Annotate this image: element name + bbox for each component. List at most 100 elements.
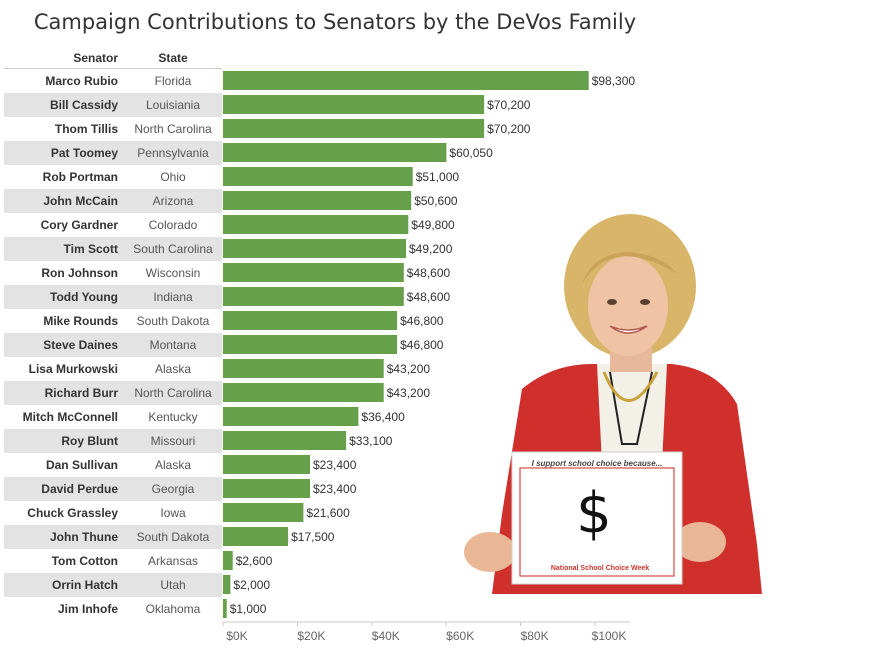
bar-value-label: $98,300 xyxy=(592,74,636,88)
senator-state: Arizona xyxy=(152,194,194,208)
bar xyxy=(223,311,398,330)
senator-name: David Perdue xyxy=(41,482,118,496)
senator-name: Lisa Murkowski xyxy=(28,362,118,376)
senator-state: South Dakota xyxy=(136,530,210,544)
senator-name: Todd Young xyxy=(50,290,118,304)
senator-name: Ron Johnson xyxy=(41,266,118,280)
left-hand-shape xyxy=(464,532,516,572)
sign-border xyxy=(519,467,675,577)
state-column-header: State xyxy=(158,51,188,65)
bar-value-label: $36,400 xyxy=(361,410,405,424)
senator-name: Pat Toomey xyxy=(50,146,118,160)
table-divider xyxy=(4,68,222,69)
hair-fringe-shape xyxy=(582,252,677,284)
bar xyxy=(223,71,589,90)
bar xyxy=(223,119,485,138)
bar-value-label: $2,000 xyxy=(233,578,270,592)
bar xyxy=(223,599,227,618)
bar xyxy=(223,479,310,498)
senator-state: Florida xyxy=(154,74,192,88)
table-row: Orrin Hatch Utah xyxy=(4,573,222,597)
table-row: Bill Cassidy Louisiania xyxy=(4,93,222,117)
bar-value-label: $48,600 xyxy=(407,266,451,280)
x-axis-tick-label: $60K xyxy=(446,629,474,643)
x-axis-tick-label: $40K xyxy=(372,629,400,643)
bar xyxy=(223,455,310,474)
bar-value-label: $49,200 xyxy=(409,242,453,256)
bar xyxy=(223,359,384,378)
blouse-shape xyxy=(597,364,667,464)
necklace-shape xyxy=(602,371,659,402)
table-row: Rob Portman Ohio xyxy=(4,165,222,189)
bar-value-label: $50,600 xyxy=(414,194,458,208)
bar xyxy=(223,143,447,162)
senator-state: Pennsylvania xyxy=(137,146,209,160)
dollar-sign-symbol: $ xyxy=(576,481,612,546)
senator-state: Montana xyxy=(149,338,197,352)
lanyard-shape xyxy=(609,371,653,445)
x-axis-tick-label: $100K xyxy=(592,629,627,643)
table-row: Lisa Murkowski Alaska xyxy=(4,357,222,381)
senator-state: South Carolina xyxy=(133,242,213,256)
bar xyxy=(223,287,404,306)
table-row: Mitch McConnell Kentucky xyxy=(4,405,222,429)
bar-value-label: $33,100 xyxy=(349,434,393,448)
school-choice-logo: National School Choice Week xyxy=(551,565,649,572)
senator-name: Steve Daines xyxy=(43,338,118,352)
table-row: Richard Burr North Carolina xyxy=(4,381,222,405)
bar xyxy=(223,239,406,258)
senator-state: Oklahoma xyxy=(145,602,201,616)
senator-state: Kentucky xyxy=(148,410,198,424)
senator-name: Mitch McConnell xyxy=(22,410,118,424)
table-row: Marco Rubio Florida xyxy=(4,69,222,93)
bar xyxy=(223,527,289,546)
senator-state: Ohio xyxy=(160,170,186,184)
bar-value-label: $21,600 xyxy=(306,506,350,520)
bar xyxy=(223,383,384,402)
bar xyxy=(223,407,359,426)
senator-name: Chuck Grassley xyxy=(27,506,118,520)
smile-shape xyxy=(609,325,648,334)
bar xyxy=(223,215,409,234)
table-row: Tim Scott South Carolina xyxy=(4,237,222,261)
senator-name: John Thune xyxy=(50,530,118,544)
senator-name: Orrin Hatch xyxy=(51,578,118,592)
bar xyxy=(223,431,347,450)
senator-name: Bill Cassidy xyxy=(49,98,118,112)
bar xyxy=(223,551,233,570)
senator-state: Wisconsin xyxy=(145,266,201,280)
senator-state: Alaska xyxy=(154,458,192,472)
senator-name: John McCain xyxy=(43,194,118,208)
senator-name: Mike Rounds xyxy=(43,314,118,328)
bar-value-label: $60,050 xyxy=(449,146,493,160)
senator-name: Rob Portman xyxy=(42,170,118,184)
table-row: Mike Rounds South Dakota xyxy=(4,309,222,333)
bar-value-label: $51,000 xyxy=(416,170,460,184)
senator-name: Jim Inhofe xyxy=(57,602,118,616)
table-row: Tom Cotton Arkansas xyxy=(4,549,222,573)
bar xyxy=(223,191,412,210)
senator-name: Dan Sullivan xyxy=(45,458,118,472)
bar-value-label: $2,600 xyxy=(236,554,273,568)
right-hand-shape xyxy=(674,522,726,562)
table-row: Pat Toomey Pennsylvania xyxy=(4,141,222,165)
bar-value-label: $70,200 xyxy=(487,98,531,112)
senator-state: Utah xyxy=(160,578,186,592)
table-row: Todd Young Indiana xyxy=(4,285,222,309)
senator-state: Alaska xyxy=(154,362,192,376)
face-shape xyxy=(588,256,668,356)
senator-name: Marco Rubio xyxy=(45,74,118,88)
table-row: Roy Blunt Missouri xyxy=(4,429,222,453)
chart-title: Campaign Contributions to Senators by th… xyxy=(33,10,637,34)
bar xyxy=(223,335,398,354)
bar-value-label: $49,800 xyxy=(411,218,455,232)
eye-shape xyxy=(607,299,617,305)
sign-caption: I support school choice because... xyxy=(532,459,663,468)
bar-value-label: $1,000 xyxy=(230,602,267,616)
table-row: David Perdue Georgia xyxy=(4,477,222,501)
x-axis-tick-label: $80K xyxy=(521,629,549,643)
table-row: Ron Johnson Wisconsin xyxy=(4,261,222,285)
bar-value-label: $46,800 xyxy=(400,338,444,352)
eye-shape xyxy=(640,299,650,305)
senator-name: Cory Gardner xyxy=(40,218,118,232)
